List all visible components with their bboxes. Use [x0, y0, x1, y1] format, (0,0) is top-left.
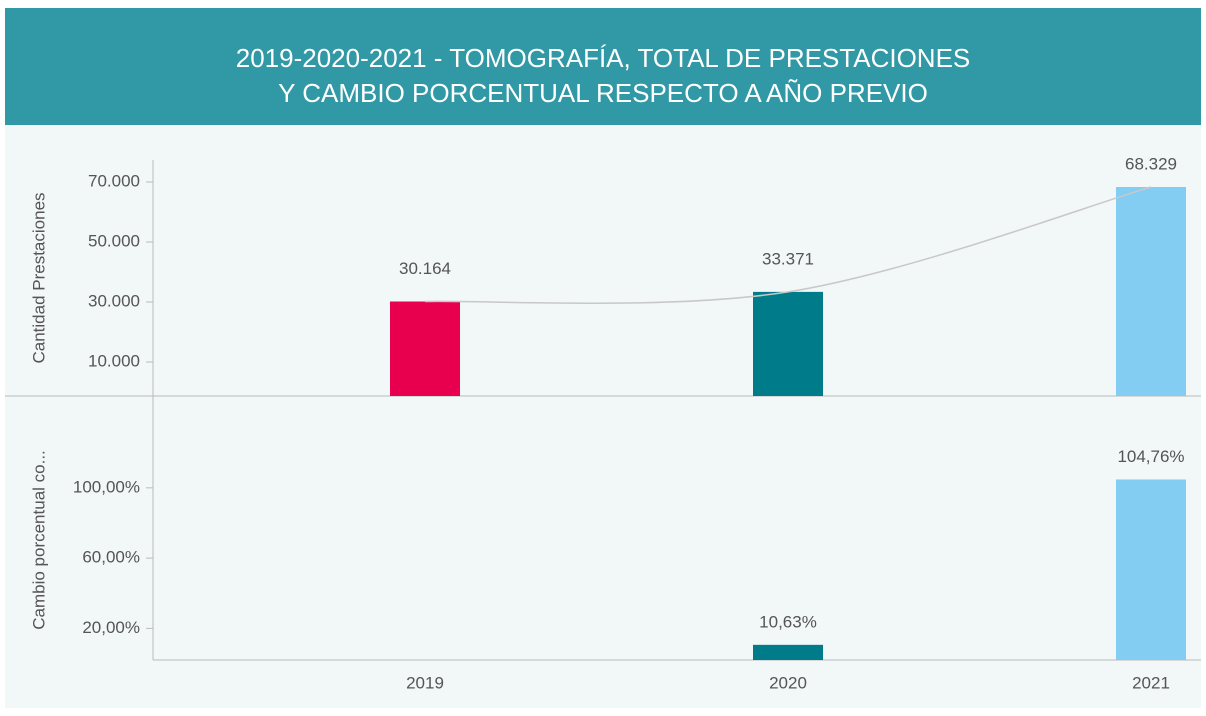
axis-title: Cantidad Prestaciones	[29, 192, 48, 363]
x-tick-label: 2020	[769, 673, 807, 692]
y-tick-label: 60,00%	[82, 548, 140, 567]
y-tick-label: 30.000	[88, 291, 140, 310]
y-tick-label: 70.000	[88, 171, 140, 190]
bar	[390, 301, 460, 396]
bar	[753, 291, 823, 396]
trend-line	[424, 186, 1152, 305]
y-tick-label: 10.000	[88, 351, 140, 370]
data-label: 104,76%	[1117, 447, 1184, 466]
data-label: 30.164	[399, 259, 451, 278]
header	[5, 8, 1201, 125]
data-label: 68.329	[1125, 154, 1177, 173]
chart-title: 2019-2020-2021 - TOMOGRAFÍA, TOTAL DE PR…	[236, 43, 971, 73]
y-tick-label: 100,00%	[73, 477, 140, 496]
bar	[753, 644, 823, 660]
y-tick-label: 20,00%	[82, 618, 140, 637]
data-label: 33.371	[762, 249, 814, 268]
bar	[1116, 479, 1186, 660]
chart-title: Y CAMBIO PORCENTUAL RESPECTO A AÑO PREVI…	[278, 78, 928, 108]
axis-title: Cambio porcentual co...	[29, 450, 48, 630]
data-label: 10,63%	[759, 612, 817, 631]
x-tick-label: 2019	[406, 673, 444, 692]
y-tick-label: 50.000	[88, 231, 140, 250]
x-tick-label: 2021	[1132, 673, 1170, 692]
bar	[1116, 187, 1186, 396]
